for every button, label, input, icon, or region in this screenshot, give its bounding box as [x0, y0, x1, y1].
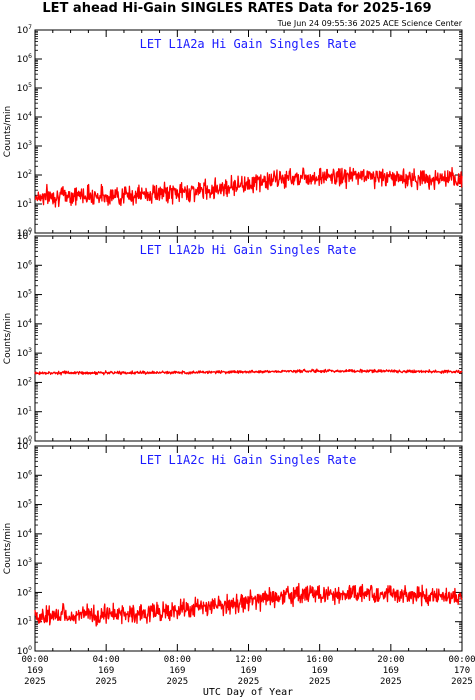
x-tick-label-line: 04:00 — [93, 655, 120, 665]
y-tick-label: 106 — [17, 259, 32, 271]
panel-title: LET L1A2a Hi Gain Singles Rate — [140, 37, 357, 51]
x-tick-label-line: 169 — [240, 666, 256, 676]
x-tick-label-line: 2025 — [95, 677, 117, 687]
y-tick-label: 104 — [17, 111, 32, 123]
x-tick-label-line: 169 — [27, 666, 43, 676]
x-tick-label-line: 2025 — [309, 677, 331, 687]
y-tick-label: 101 — [17, 198, 32, 210]
plot-frame — [34, 235, 463, 442]
y-tick-label: 103 — [17, 557, 32, 569]
y-tick-label: 104 — [17, 528, 32, 540]
x-tick-label-line: 12:00 — [235, 655, 262, 665]
y-tick-label: 103 — [17, 140, 32, 152]
y-tick-label: 101 — [17, 406, 32, 418]
series-line — [34, 368, 463, 376]
y-tick-label: 101 — [17, 616, 32, 628]
series-line — [34, 166, 463, 208]
y-tick-label: 102 — [17, 376, 32, 388]
y-tick-label: 106 — [17, 53, 32, 65]
panel-title: LET L1A2c Hi Gain Singles Rate — [140, 453, 357, 467]
y-tick-label: 107 — [17, 24, 32, 36]
y-tick-label: 103 — [17, 347, 32, 359]
x-tick-label-line: 00:00 — [448, 655, 475, 665]
y-tick-label: 102 — [17, 586, 32, 598]
x-tick-label-line: 2025 — [451, 677, 473, 687]
y-tick-label: 106 — [17, 469, 32, 481]
x-tick-label-line: 169 — [98, 666, 114, 676]
x-tick-label-line: 169 — [383, 666, 399, 676]
x-tick-label-line: 169 — [312, 666, 328, 676]
x-tick-label-line: 20:00 — [377, 655, 404, 665]
y-tick-label: 104 — [17, 318, 32, 330]
x-tick-label-line: 2025 — [380, 677, 402, 687]
timestamp-label: Tue Jun 24 09:55:36 2025 ACE Science Cen… — [277, 19, 463, 28]
chart-title: LET ahead Hi-Gain SINGLES RATES Data for… — [42, 1, 431, 16]
y-axis-label: Counts/min — [3, 523, 13, 574]
panel-title: LET L1A2b Hi Gain Singles Rate — [140, 243, 357, 257]
x-tick-label-line: 2025 — [24, 677, 46, 687]
y-tick-label: 105 — [17, 289, 32, 301]
y-tick-label: 105 — [17, 82, 32, 94]
x-tick-label-line: 16:00 — [306, 655, 333, 665]
y-tick-label: 107 — [17, 440, 32, 452]
y-tick-label: 107 — [17, 230, 32, 242]
x-tick-label-line: 169 — [169, 666, 185, 676]
x-axis-label: UTC Day of Year — [203, 687, 293, 698]
x-tick-label-line: 08:00 — [164, 655, 191, 665]
series-line — [34, 582, 463, 627]
y-tick-label: 102 — [17, 169, 32, 181]
y-tick-label: 105 — [17, 499, 32, 511]
x-tick-label-line: 2025 — [238, 677, 260, 687]
y-axis-label: Counts/min — [3, 106, 13, 157]
x-tick-label-line: 00:00 — [21, 655, 48, 665]
x-tick-label-line: 2025 — [166, 677, 188, 687]
x-tick-label-line: 170 — [454, 666, 470, 676]
y-axis-label: Counts/min — [3, 313, 13, 364]
